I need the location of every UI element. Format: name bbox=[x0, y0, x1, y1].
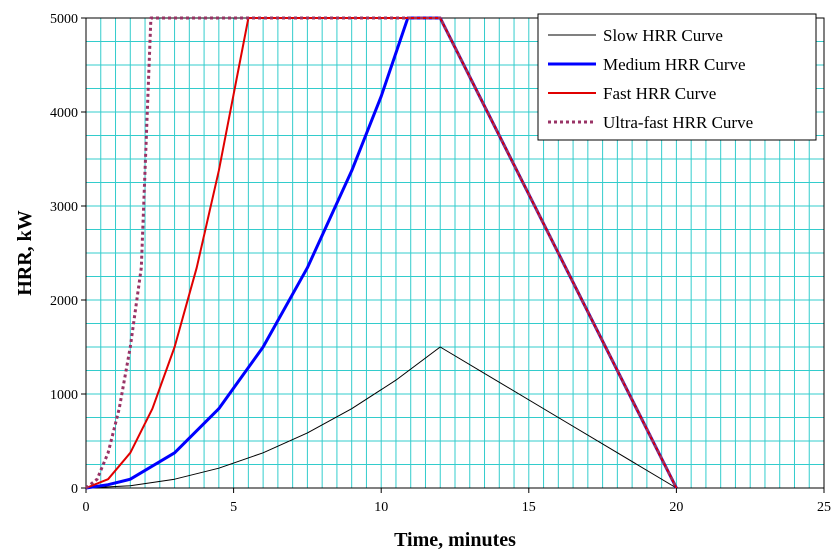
series-line-3 bbox=[85, 17, 678, 489]
legend-label: Ultra-fast HRR Curve bbox=[603, 113, 753, 132]
legend-label: Fast HRR Curve bbox=[603, 84, 716, 103]
y-tick-label: 1000 bbox=[50, 388, 78, 403]
y-tick-label: 3000 bbox=[50, 200, 78, 215]
y-tick-label: 5000 bbox=[50, 12, 78, 27]
x-axis-title: Time, minutes bbox=[394, 529, 516, 551]
legend-label: Medium HRR Curve bbox=[603, 55, 746, 74]
y-tick-label: 2000 bbox=[50, 294, 78, 309]
x-tick-label: 15 bbox=[522, 500, 536, 515]
series-layer bbox=[85, 16, 678, 490]
series-line-1 bbox=[85, 346, 677, 489]
y-tick-label: 4000 bbox=[50, 106, 78, 121]
x-tick-label: 10 bbox=[374, 500, 388, 515]
legend: Slow HRR Curve Medium HRR Curve Fast HRR C… bbox=[537, 13, 817, 141]
x-tick-label: 0 bbox=[83, 500, 90, 515]
series-line-4 bbox=[85, 16, 678, 490]
y-axis-title: HRR, kW bbox=[14, 210, 36, 296]
legend-label: Slow HRR Curve bbox=[603, 26, 723, 45]
x-tick-label: 5 bbox=[230, 500, 237, 515]
axis-ticks: 0 5 10 15 20 25 0 1000 2000 3000 4000 5000 bbox=[50, 12, 831, 515]
plot-frame bbox=[85, 17, 825, 489]
x-tick-label: 20 bbox=[669, 500, 683, 515]
x-tick-label: 25 bbox=[817, 500, 831, 515]
y-tick-label: 0 bbox=[71, 482, 78, 497]
grid-minor bbox=[85, 17, 825, 489]
